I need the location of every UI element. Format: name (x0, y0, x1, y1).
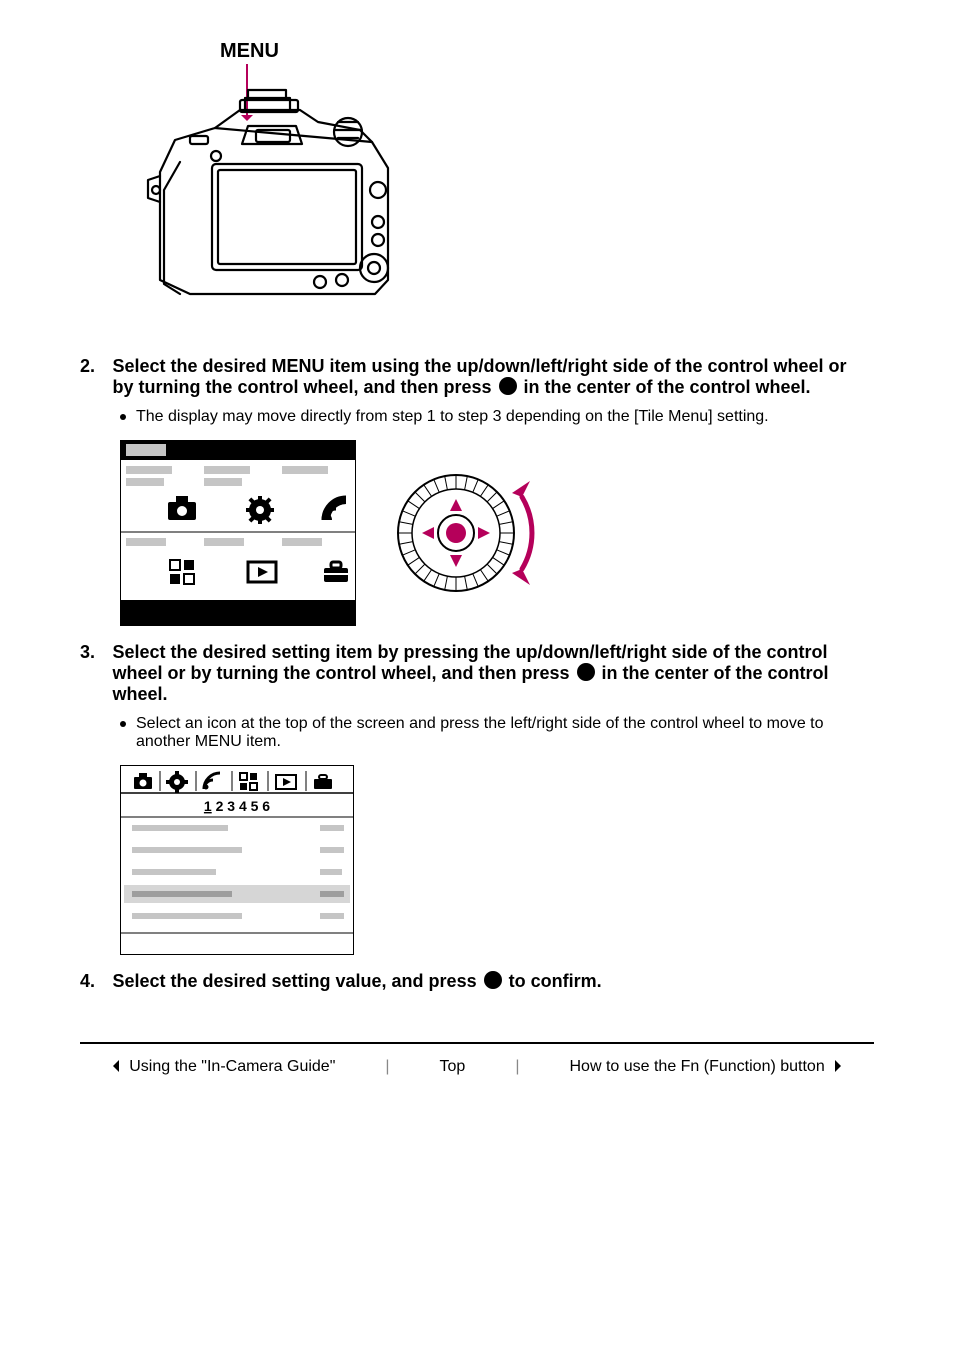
list-menu-illustration: 1 2 3 4 5 6 (120, 765, 354, 955)
step-2-number: 2. (80, 356, 108, 377)
menu-page-numbers: 1 2 3 4 5 6 (204, 798, 270, 814)
nav-prev-link[interactable]: Using the "In-Camera Guide" (107, 1058, 336, 1076)
step-2-text-after: in the center of the control wheel. (524, 377, 811, 397)
step-2-bullet-text: The display may move directly from step … (136, 408, 769, 426)
nav-prev-text: Using the "In-Camera Guide" (129, 1058, 335, 1075)
control-wheel-illustration (384, 453, 544, 613)
step-3-bullet: Select an icon at the top of the screen … (120, 715, 874, 751)
nav-sep-2: | (515, 1058, 519, 1076)
nav-next-text: How to use the Fn (Function) button (569, 1058, 824, 1075)
step-2-text: Select the desired MENU item using the u… (112, 356, 866, 398)
center-button-icon (499, 377, 517, 395)
camera-svg (120, 80, 420, 340)
bullet-icon (120, 414, 126, 420)
step-4-text-after: to confirm. (509, 971, 602, 991)
camera-illustration: MENU (120, 40, 440, 340)
nav-next-link[interactable]: How to use the Fn (Function) button (569, 1058, 847, 1076)
center-button-icon (484, 971, 502, 989)
footer-divider (80, 1042, 874, 1044)
step-3: 3. Select the desired setting item by pr… (80, 642, 874, 705)
footer-nav: Using the "In-Camera Guide" | Top | How … (80, 1058, 874, 1076)
step-4: 4. Select the desired setting value, and… (80, 971, 874, 992)
step-2-images (120, 440, 874, 626)
menu-callout-label: MENU (220, 40, 279, 63)
step-3-images: 1 2 3 4 5 6 (120, 765, 874, 955)
nav-sep-1: | (385, 1058, 389, 1076)
step-4-text: Select the desired setting value, and pr… (112, 971, 866, 992)
step-2-bullet: The display may move directly from step … (120, 408, 874, 426)
step-3-bullet-text: Select an icon at the top of the screen … (136, 715, 874, 751)
step-2: 2. Select the desired MENU item using th… (80, 356, 874, 398)
step-4-number: 4. (80, 971, 108, 992)
tile-menu-illustration (120, 440, 356, 626)
center-button-icon (577, 663, 595, 681)
step-3-number: 3. (80, 642, 108, 663)
step-4-text-before: Select the desired setting value, and pr… (112, 971, 481, 991)
step-3-text: Select the desired setting item by press… (112, 642, 866, 705)
nav-top-link[interactable]: Top (440, 1058, 466, 1076)
bullet-icon (120, 721, 126, 727)
